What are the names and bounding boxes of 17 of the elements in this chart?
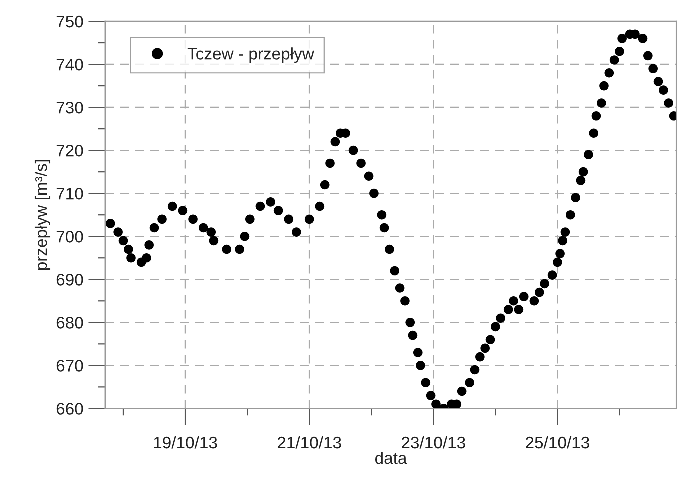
y-tick-label: 700 <box>56 231 84 243</box>
y-tick-label: 750 <box>56 16 84 28</box>
y-tick-label: 730 <box>56 102 84 114</box>
y-tick-label: 680 <box>56 317 84 329</box>
x-tick-label: 21/10/13 <box>278 436 342 449</box>
y-tick-label: 660 <box>56 403 84 415</box>
x-tick-label: 25/10/13 <box>526 436 590 449</box>
y-tick-label: 670 <box>56 360 84 372</box>
x-axis-title: data <box>375 452 408 464</box>
x-tick-label: 19/10/13 <box>154 436 218 449</box>
y-tick-label: 720 <box>56 144 84 157</box>
y-tick-label: 710 <box>56 188 84 200</box>
y-axis-title: przepływ [m³/s] <box>34 160 51 270</box>
x-tick-label: 23/10/13 <box>402 436 466 449</box>
y-tick-label: 690 <box>56 274 84 286</box>
y-tick-label: 740 <box>56 58 84 71</box>
legend-label: Tczew - przepływ <box>188 48 314 64</box>
